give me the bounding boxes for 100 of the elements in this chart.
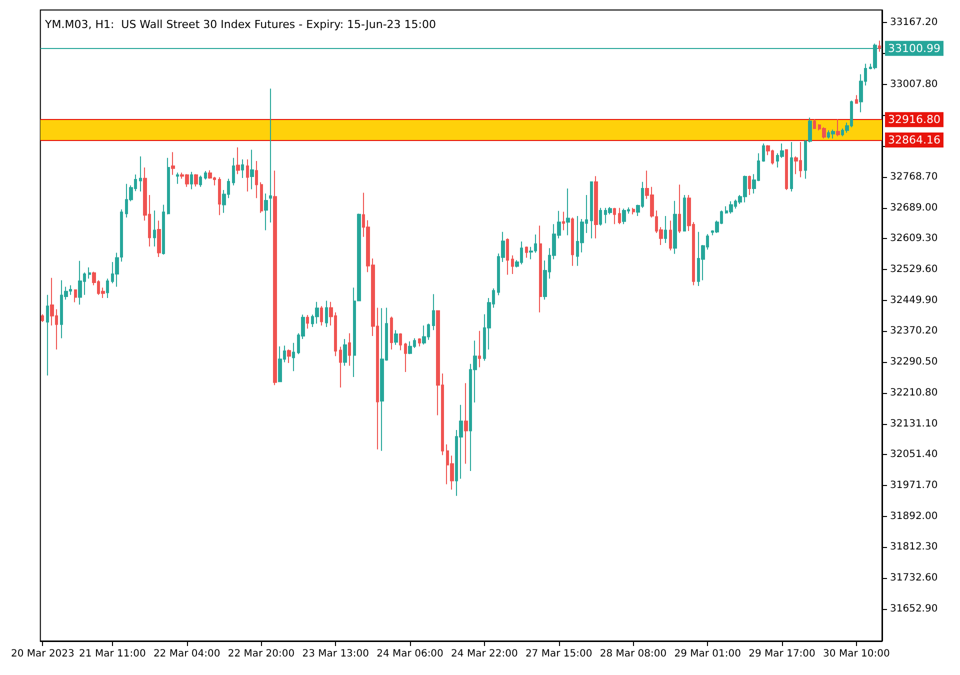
candlestick xyxy=(390,316,393,350)
candlestick xyxy=(278,346,282,382)
candlestick xyxy=(246,158,249,192)
candlestick xyxy=(683,194,686,232)
ref-line-label: 33100.99 xyxy=(888,42,940,55)
candlestick xyxy=(273,170,277,386)
candlestick xyxy=(836,118,840,137)
candlestick xyxy=(464,382,468,464)
candlestick xyxy=(171,152,175,176)
candlestick xyxy=(380,308,384,452)
candlestick xyxy=(348,332,351,366)
candlestick xyxy=(790,142,793,192)
y-tick-label: 32689.00 xyxy=(890,202,938,214)
x-tick-label: 22 Mar 20:00 xyxy=(228,648,295,660)
candlestick xyxy=(139,156,142,192)
y-tick-label: 32768.70 xyxy=(890,171,938,182)
candlestick xyxy=(571,216,574,266)
x-tick-label: 20 Mar 2023 xyxy=(10,648,74,660)
x-tick-label: 24 Mar 06:00 xyxy=(376,648,444,660)
candlestick xyxy=(632,207,635,215)
candlestick xyxy=(153,210,156,248)
candlestick xyxy=(176,172,179,184)
x-tick-label: 30 Mar 10:00 xyxy=(823,648,890,660)
candlestick xyxy=(269,88,272,224)
candlestick xyxy=(74,289,77,303)
candlestick xyxy=(46,294,49,376)
x-tick-label: 22 Mar 04:00 xyxy=(153,648,220,660)
y-tick-label: 32210.80 xyxy=(890,387,938,398)
candlestick xyxy=(855,94,858,104)
candlestick xyxy=(199,175,202,188)
candlestick xyxy=(562,211,565,231)
candlestick xyxy=(167,157,170,215)
x-tick-label: 27 Mar 15:00 xyxy=(525,648,592,660)
candlestick xyxy=(157,220,161,258)
y-tick-label: 32370.20 xyxy=(890,326,938,337)
candlestick xyxy=(878,40,881,52)
candlestick xyxy=(669,220,672,251)
y-tick-label: 31732.60 xyxy=(890,572,938,584)
candlestick xyxy=(539,225,542,313)
ref-line-label: 32864.16 xyxy=(888,134,940,147)
candlestick xyxy=(678,184,681,234)
candlestick xyxy=(78,260,82,306)
candlestick xyxy=(729,200,733,214)
candlestick xyxy=(590,180,593,239)
x-tick-label: 28 Mar 08:00 xyxy=(600,648,667,660)
text: YM.M03, H1: US Wall Street 30 Index Futures - Expiry: 15-Jun-23 15:00 xyxy=(44,18,436,31)
candlestick xyxy=(511,254,514,275)
x-tick-label: 24 Mar 22:00 xyxy=(451,648,518,660)
candlestick xyxy=(320,306,323,326)
candlestick xyxy=(622,208,626,225)
y-tick-label: 33007.80 xyxy=(890,78,938,90)
candlestick xyxy=(41,314,44,323)
candlestick xyxy=(190,171,193,190)
candlestick xyxy=(525,246,528,258)
x-tick-label: 21 Mar 11:00 xyxy=(79,648,146,660)
candlestick xyxy=(478,330,481,368)
y-tick-label: 32449.90 xyxy=(890,294,938,306)
candlestick xyxy=(88,266,91,280)
candlestick xyxy=(306,314,309,330)
candlestick xyxy=(404,342,407,372)
candlestick xyxy=(408,340,412,355)
candlestick xyxy=(315,301,319,324)
candlestick xyxy=(250,149,254,190)
candlestick xyxy=(785,149,788,191)
candlestick xyxy=(218,176,221,216)
candlestick xyxy=(343,338,347,366)
candlestick xyxy=(264,192,268,231)
candlestick xyxy=(115,252,119,288)
y-tick-label: 31812.30 xyxy=(890,542,938,553)
candlestick xyxy=(106,278,109,299)
candlestick xyxy=(287,349,291,364)
candlestick xyxy=(594,176,598,239)
candlestick xyxy=(236,146,240,175)
candlestick xyxy=(394,330,398,346)
candlestick xyxy=(618,207,621,225)
candlestick xyxy=(232,157,235,186)
y-tick-label: 32131.10 xyxy=(890,418,938,430)
candlestick xyxy=(613,207,616,225)
y-tick-label: 32529.60 xyxy=(890,264,938,276)
candlestick xyxy=(162,204,165,256)
y-tick-label: 32609.30 xyxy=(890,233,938,244)
candlestick xyxy=(664,215,667,244)
x-tick-label: 29 Mar 17:00 xyxy=(748,648,816,660)
candlestick xyxy=(673,200,677,254)
candlestick xyxy=(822,126,826,140)
candlestick xyxy=(120,208,123,262)
x-tick-label: 23 Mar 13:00 xyxy=(302,648,370,660)
candlestick xyxy=(260,182,263,214)
candlestick xyxy=(566,188,570,236)
candlestick xyxy=(204,170,207,180)
candlestick xyxy=(599,207,602,226)
candlestick xyxy=(339,346,342,388)
ref-line-label: 32916.80 xyxy=(888,113,940,126)
y-tick-label: 32051.40 xyxy=(890,449,938,460)
y-tick-label: 33167.20 xyxy=(890,17,938,28)
candlestick xyxy=(292,342,295,372)
candlestick xyxy=(399,332,402,351)
y-tick-label: 31652.90 xyxy=(890,603,938,614)
candlestick xyxy=(255,160,258,199)
candlestick xyxy=(241,158,244,179)
